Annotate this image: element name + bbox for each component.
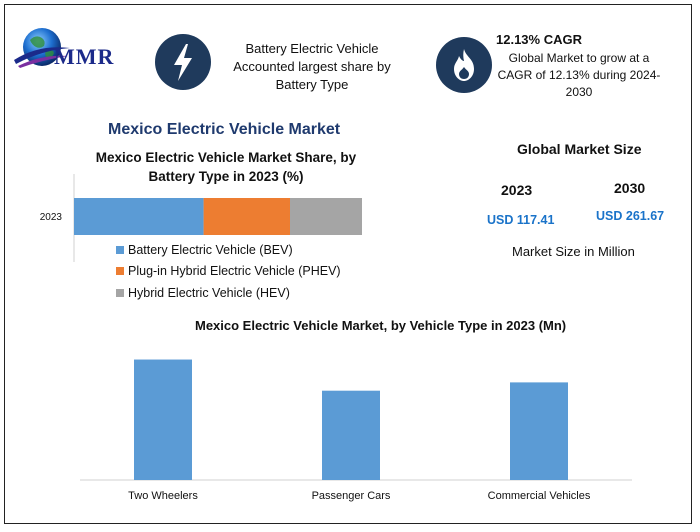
vehicle-bar-2 xyxy=(510,382,568,480)
logo-text: MMR xyxy=(54,44,115,69)
infographic-frame xyxy=(4,4,692,524)
page-title: Mexico Electric Vehicle Market xyxy=(108,121,341,138)
legend-label-bev: Battery Electric Vehicle (BEV) xyxy=(128,243,293,257)
vehicle-bar-1 xyxy=(322,390,380,480)
cagr-title: 12.13% CAGR xyxy=(496,32,582,47)
year-2023-label: 2023 xyxy=(501,182,533,198)
legend-label-hev: Hybrid Electric Vehicle (HEV) xyxy=(128,286,290,300)
legend-label-phev: Plug-in Hybrid Electric Vehicle (PHEV) xyxy=(128,264,341,278)
market-value-2023: USD 117.41 xyxy=(487,213,555,227)
vehicle-chart: Two Wheelers Passenger Cars Commercial Veh… xyxy=(80,359,632,502)
share-chart-title: Mexico Electric Vehicle Market Share, by… xyxy=(95,150,357,184)
legend-swatch-hev xyxy=(116,289,124,297)
vehicle-bar-0 xyxy=(134,359,192,480)
share-chart: 2023 xyxy=(40,174,362,262)
share-category-label: 2023 xyxy=(40,212,63,223)
vehicle-category-label-0: Two Wheelers xyxy=(128,490,198,502)
vehicle-category-label-2: Commercial Vehicles xyxy=(488,490,591,502)
legend-item-bev: Battery Electric Vehicle (BEV) xyxy=(116,243,293,257)
globe-icon xyxy=(14,28,70,68)
battery-highlight-text: Battery Electric Vehicle Accounted large… xyxy=(233,41,391,92)
vehicle-chart-title: Mexico Electric Vehicle Market, by Vehic… xyxy=(195,318,567,333)
legend-item-phev: Plug-in Hybrid Electric Vehicle (PHEV) xyxy=(116,264,341,278)
share-bar-segment-2 xyxy=(290,198,362,235)
global-market-title: Global Market Size xyxy=(517,141,642,157)
market-size-unit-note: Market Size in Million xyxy=(512,244,635,259)
legend-swatch-bev xyxy=(116,246,124,254)
market-value-2030: USD 261.67 xyxy=(596,209,665,223)
legend-item-hev: Hybrid Electric Vehicle (HEV) xyxy=(116,286,290,300)
mmr-logo: MMR xyxy=(12,22,142,78)
share-bar-segment-1 xyxy=(203,198,290,235)
lightning-bolt-icon xyxy=(155,34,211,90)
year-2030-label: 2030 xyxy=(614,180,646,196)
flame-icon xyxy=(436,37,492,93)
cagr-description: Global Market to grow at a CAGR of 12.13… xyxy=(497,51,661,99)
legend-swatch-phev xyxy=(116,267,124,275)
share-bar-segment-0 xyxy=(74,198,204,235)
vehicle-category-label-1: Passenger Cars xyxy=(312,490,391,502)
